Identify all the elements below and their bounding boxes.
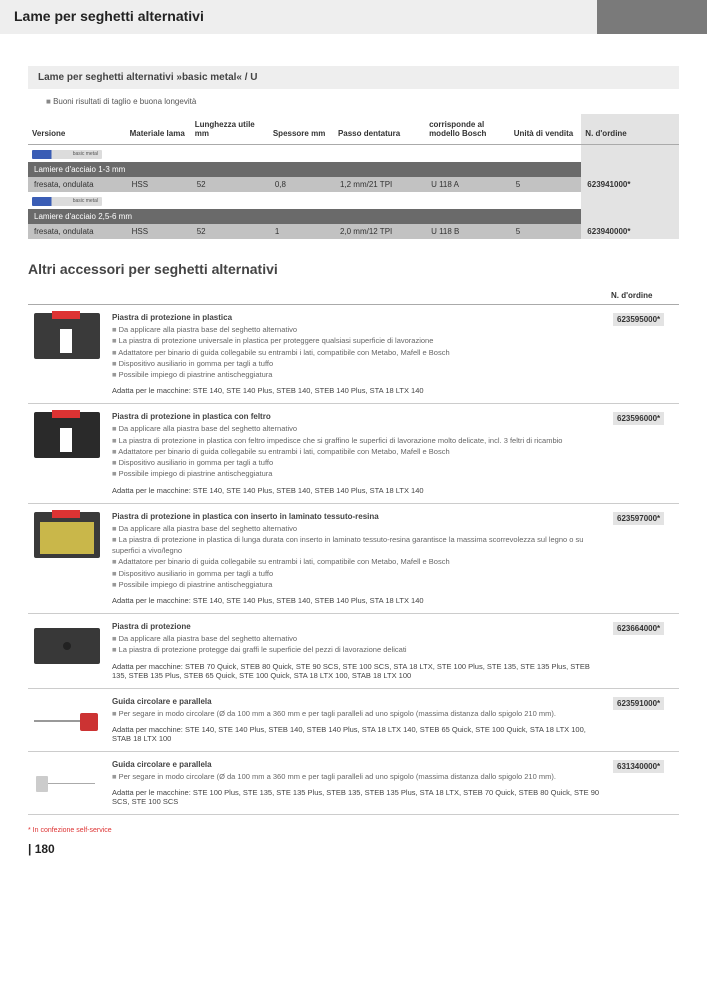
- col-ordine-2: N. d'ordine: [607, 287, 679, 305]
- accent-block: [597, 0, 707, 34]
- order-number: 623597000*: [613, 512, 664, 525]
- section1-header: Lame per seghetti alternativi »basic met…: [28, 66, 679, 89]
- product-thumb: [34, 313, 100, 359]
- blade-table: Versione Materiale lama Lunghezza utile …: [28, 114, 679, 239]
- product-thumb: [34, 412, 100, 458]
- section1-feature: Buoni risultati di taglio e buona longev…: [28, 95, 679, 114]
- col-bosch: corrisponde al modello Bosch: [425, 114, 510, 145]
- accessory-row: Piastra di protezione in plastica con fe…: [28, 404, 679, 503]
- feature-bullet: La piastra di protezione in plastica di …: [112, 534, 601, 557]
- feature-bullet: Per segare in modo circolare (Ø da 100 m…: [112, 771, 601, 782]
- accessory-row: Piastra di protezione in plastica con in…: [28, 503, 679, 614]
- product-thumb: [34, 770, 100, 800]
- feature-bullet: Adattatore per binario di guida collegab…: [112, 446, 601, 457]
- feature-bullet: La piastra di protezione universale in p…: [112, 335, 601, 346]
- footnote: * In confezione self-service: [28, 815, 679, 838]
- compatible-machines: Adatta per le macchine: STE 140, STE 140…: [112, 596, 601, 605]
- product-thumb: [34, 512, 100, 558]
- order-number: 631340000*: [613, 760, 664, 773]
- col-spessore: Spessore mm: [269, 114, 334, 145]
- category-row: Lamiere d'acciaio 2,5-6 mm: [28, 209, 581, 224]
- feature-bullet: La piastra di protezione in plastica con…: [112, 435, 601, 446]
- item-title: Guida circolare e parallela: [112, 697, 601, 706]
- compatible-machines: Adatta per le macchine: STE 140, STE 140…: [112, 386, 601, 395]
- feature-bullet: Da applicare alla piastra base del seghe…: [112, 633, 601, 644]
- col-materiale: Materiale lama: [126, 114, 191, 145]
- feature-bullet: Possibile impiego di piastrine antischeg…: [112, 468, 601, 479]
- col-passo: Passo dentatura: [334, 114, 425, 145]
- blade-badge: basic metal: [32, 197, 102, 206]
- item-title: Piastra di protezione in plastica con fe…: [112, 412, 601, 421]
- page-number: 180: [28, 838, 679, 870]
- feature-bullet: Dispositivo ausiliario in gomma per tagl…: [112, 358, 601, 369]
- feature-bullet: Per segare in modo circolare (Ø da 100 m…: [112, 708, 601, 719]
- feature-bullet: Dispositivo ausiliario in gomma per tagl…: [112, 568, 601, 579]
- accessory-row: Guida circolare e parallela Per segare in…: [28, 688, 679, 751]
- blade-badge: basic metal: [32, 150, 102, 159]
- feature-bullet: Adattatore per binario di guida collegab…: [112, 347, 601, 358]
- compatible-machines: Adatta per le macchine: STE 140, STE 140…: [112, 486, 601, 495]
- page-title: Lame per seghetti alternativi: [0, 0, 597, 34]
- order-number: 623591000*: [613, 697, 664, 710]
- category-row: Lamiere d'acciaio 1-3 mm: [28, 162, 581, 177]
- item-title: Piastra di protezione in plastica con in…: [112, 512, 601, 521]
- feature-bullet: Da applicare alla piastra base del seghe…: [112, 324, 601, 335]
- product-thumb: [34, 628, 100, 664]
- order-number: 623596000*: [613, 412, 664, 425]
- feature-bullet: Da applicare alla piastra base del seghe…: [112, 423, 601, 434]
- order-number: 623595000*: [613, 313, 664, 326]
- compatible-machines: Adatta per macchine: STE 140, STE 140 Pl…: [112, 725, 601, 743]
- feature-bullet: Possibile impiego di piastrine antischeg…: [112, 369, 601, 380]
- table-row: fresata, ondulataHSS520,81,2 mm/21 TPIU …: [28, 177, 679, 192]
- feature-bullet: Possibile impiego di piastrine antischeg…: [112, 579, 601, 590]
- col-lunghezza: Lunghezza utile mm: [191, 114, 269, 145]
- feature-bullet: Adattatore per binario di guida collegab…: [112, 556, 601, 567]
- item-title: Piastra di protezione in plastica: [112, 313, 601, 322]
- section2-title: Altri accessori per seghetti alternativi: [28, 261, 679, 277]
- col-unita: Unità di vendita: [510, 114, 582, 145]
- item-title: Piastra di protezione: [112, 622, 601, 631]
- table-row: fresata, ondulataHSS5212,0 mm/12 TPIU 11…: [28, 224, 679, 239]
- feature-bullet: Dispositivo ausiliario in gomma per tagl…: [112, 457, 601, 468]
- item-title: Guida circolare e parallela: [112, 760, 601, 769]
- compatible-machines: Adatta per macchine: STEB 70 Quick, STEB…: [112, 662, 601, 680]
- feature-bullet: La piastra di protezione protegge dai gr…: [112, 644, 601, 655]
- accessory-row: Guida circolare e parallela Per segare in…: [28, 751, 679, 814]
- col-ordine: N. d'ordine: [581, 114, 679, 145]
- order-number: 623664000*: [613, 622, 664, 635]
- product-thumb: [34, 707, 100, 737]
- accessory-table: N. d'ordine Piastra di protezione in pla…: [28, 287, 679, 815]
- col-versione: Versione: [28, 114, 126, 145]
- compatible-machines: Adatta per le macchine: STE 100 Plus, ST…: [112, 788, 601, 806]
- feature-bullet: Da applicare alla piastra base del seghe…: [112, 523, 601, 534]
- accessory-row: Piastra di protezione in plastica Da appl…: [28, 305, 679, 404]
- accessory-row: Piastra di protezione Da applicare alla p…: [28, 614, 679, 689]
